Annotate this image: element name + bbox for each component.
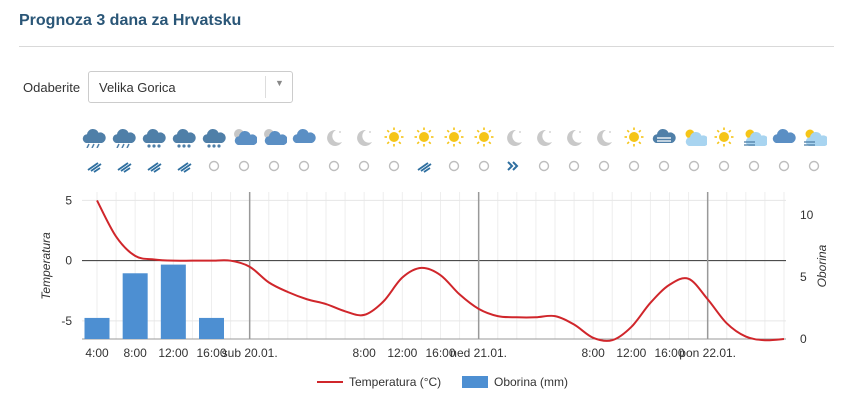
calm-icon xyxy=(746,159,762,173)
x-tick-label: 12:00 xyxy=(616,346,646,360)
calm-icon xyxy=(236,159,252,173)
page-title: Prognoza 3 dana za Hrvatsku xyxy=(19,12,242,29)
location-select-value: Velika Gorica xyxy=(99,80,176,95)
y-left-tick-label: 5 xyxy=(65,193,72,207)
wind-sw-icon xyxy=(86,159,102,173)
calm-icon xyxy=(656,159,672,173)
moon-icon xyxy=(561,126,587,148)
legend-item-precipitation[interactable]: Oborina (mm) xyxy=(462,375,568,389)
x-tick-label: 12:00 xyxy=(158,346,188,360)
precipitation-bar xyxy=(199,317,224,339)
wind-sw-icon xyxy=(116,159,132,173)
calm-icon xyxy=(386,159,402,173)
snow-cloud-icon xyxy=(201,126,227,148)
cloud-moon-icon xyxy=(231,126,258,148)
fog-cloud-icon xyxy=(741,126,769,148)
sun-cloud-icon xyxy=(681,126,709,148)
moon-icon xyxy=(591,126,617,148)
legend-label-precipitation: Oborina (mm) xyxy=(494,375,569,389)
y-left-tick-label: -5 xyxy=(61,314,72,328)
calm-icon xyxy=(476,159,492,173)
calm-icon xyxy=(296,159,312,173)
legend-bar-swatch xyxy=(462,376,488,388)
moon-icon xyxy=(531,126,557,148)
legend-item-temperature[interactable]: Temperatura (°C) xyxy=(317,375,441,389)
cloud-icon xyxy=(291,126,317,148)
sun-icon xyxy=(471,126,497,148)
title-divider xyxy=(19,46,834,47)
sun-icon xyxy=(411,126,437,148)
calm-icon xyxy=(206,159,222,173)
wind-sw-icon xyxy=(176,159,192,173)
fog-icon xyxy=(651,126,677,148)
location-select-label: Odaberite xyxy=(23,80,81,95)
snow-cloud-icon xyxy=(171,126,197,148)
x-tick-label: 16:00 xyxy=(196,346,226,360)
rain-cloud-icon xyxy=(111,126,137,149)
fog-cloud-icon xyxy=(801,126,829,148)
calm-icon xyxy=(356,159,372,173)
chart-legend: Temperatura (°C) Oborina (mm) xyxy=(0,373,844,393)
wind-sw-icon xyxy=(416,159,432,173)
calm-icon xyxy=(266,159,282,173)
x-tick-label: 12:00 xyxy=(387,346,417,360)
x-tick-label: sub 20.01. xyxy=(222,346,278,360)
rain-cloud-icon xyxy=(81,126,107,149)
legend-line-swatch xyxy=(317,381,343,383)
temperature-line xyxy=(96,199,785,342)
calm-icon xyxy=(806,159,822,173)
y-right-tick-label: 5 xyxy=(800,270,807,284)
x-tick-label: 8:00 xyxy=(581,346,605,360)
sun-icon xyxy=(381,126,407,148)
precipitation-bar xyxy=(84,317,110,339)
x-tick-label: 4:00 xyxy=(85,346,109,360)
wind-sw-icon xyxy=(146,159,162,173)
calm-icon xyxy=(536,159,552,173)
x-tick-label: 16:00 xyxy=(654,346,684,360)
y-right-axis-title: Oborina xyxy=(815,244,829,287)
sun-icon xyxy=(621,126,647,148)
wind-e-icon xyxy=(506,159,522,173)
sun-icon xyxy=(711,126,737,148)
precipitation-bar xyxy=(122,273,148,339)
precipitation-bar xyxy=(160,264,186,339)
calm-icon xyxy=(686,159,702,173)
calm-icon xyxy=(446,159,462,173)
x-tick-label: 8:00 xyxy=(352,346,376,360)
cloud-icon xyxy=(771,126,797,148)
x-tick-label: ned 21.01. xyxy=(450,346,507,360)
calm-icon xyxy=(596,159,612,173)
snow-cloud-icon xyxy=(141,126,167,148)
moon-icon xyxy=(321,126,347,148)
select-divider xyxy=(265,76,266,98)
calm-icon xyxy=(566,159,582,173)
calm-icon xyxy=(716,159,732,173)
y-right-tick-label: 0 xyxy=(800,332,807,346)
y-right-tick-label: 10 xyxy=(800,208,814,222)
cloud-moon-icon xyxy=(261,126,288,148)
legend-label-temperature: Temperatura (°C) xyxy=(349,375,442,389)
y-left-tick-label: 0 xyxy=(65,254,72,268)
chevron-down-icon[interactable]: ▼ xyxy=(275,78,284,88)
location-select[interactable]: Velika Gorica ▼ xyxy=(88,71,293,103)
x-tick-label: 16:00 xyxy=(425,346,455,360)
sun-icon xyxy=(441,126,467,148)
moon-icon xyxy=(351,126,377,148)
calm-icon xyxy=(326,159,342,173)
calm-icon xyxy=(776,159,792,173)
moon-icon xyxy=(501,126,527,148)
calm-icon xyxy=(626,159,642,173)
x-tick-label: pon 22.01. xyxy=(679,346,736,360)
y-left-axis-title: Temperatura xyxy=(39,232,53,300)
x-tick-label: 8:00 xyxy=(123,346,147,360)
